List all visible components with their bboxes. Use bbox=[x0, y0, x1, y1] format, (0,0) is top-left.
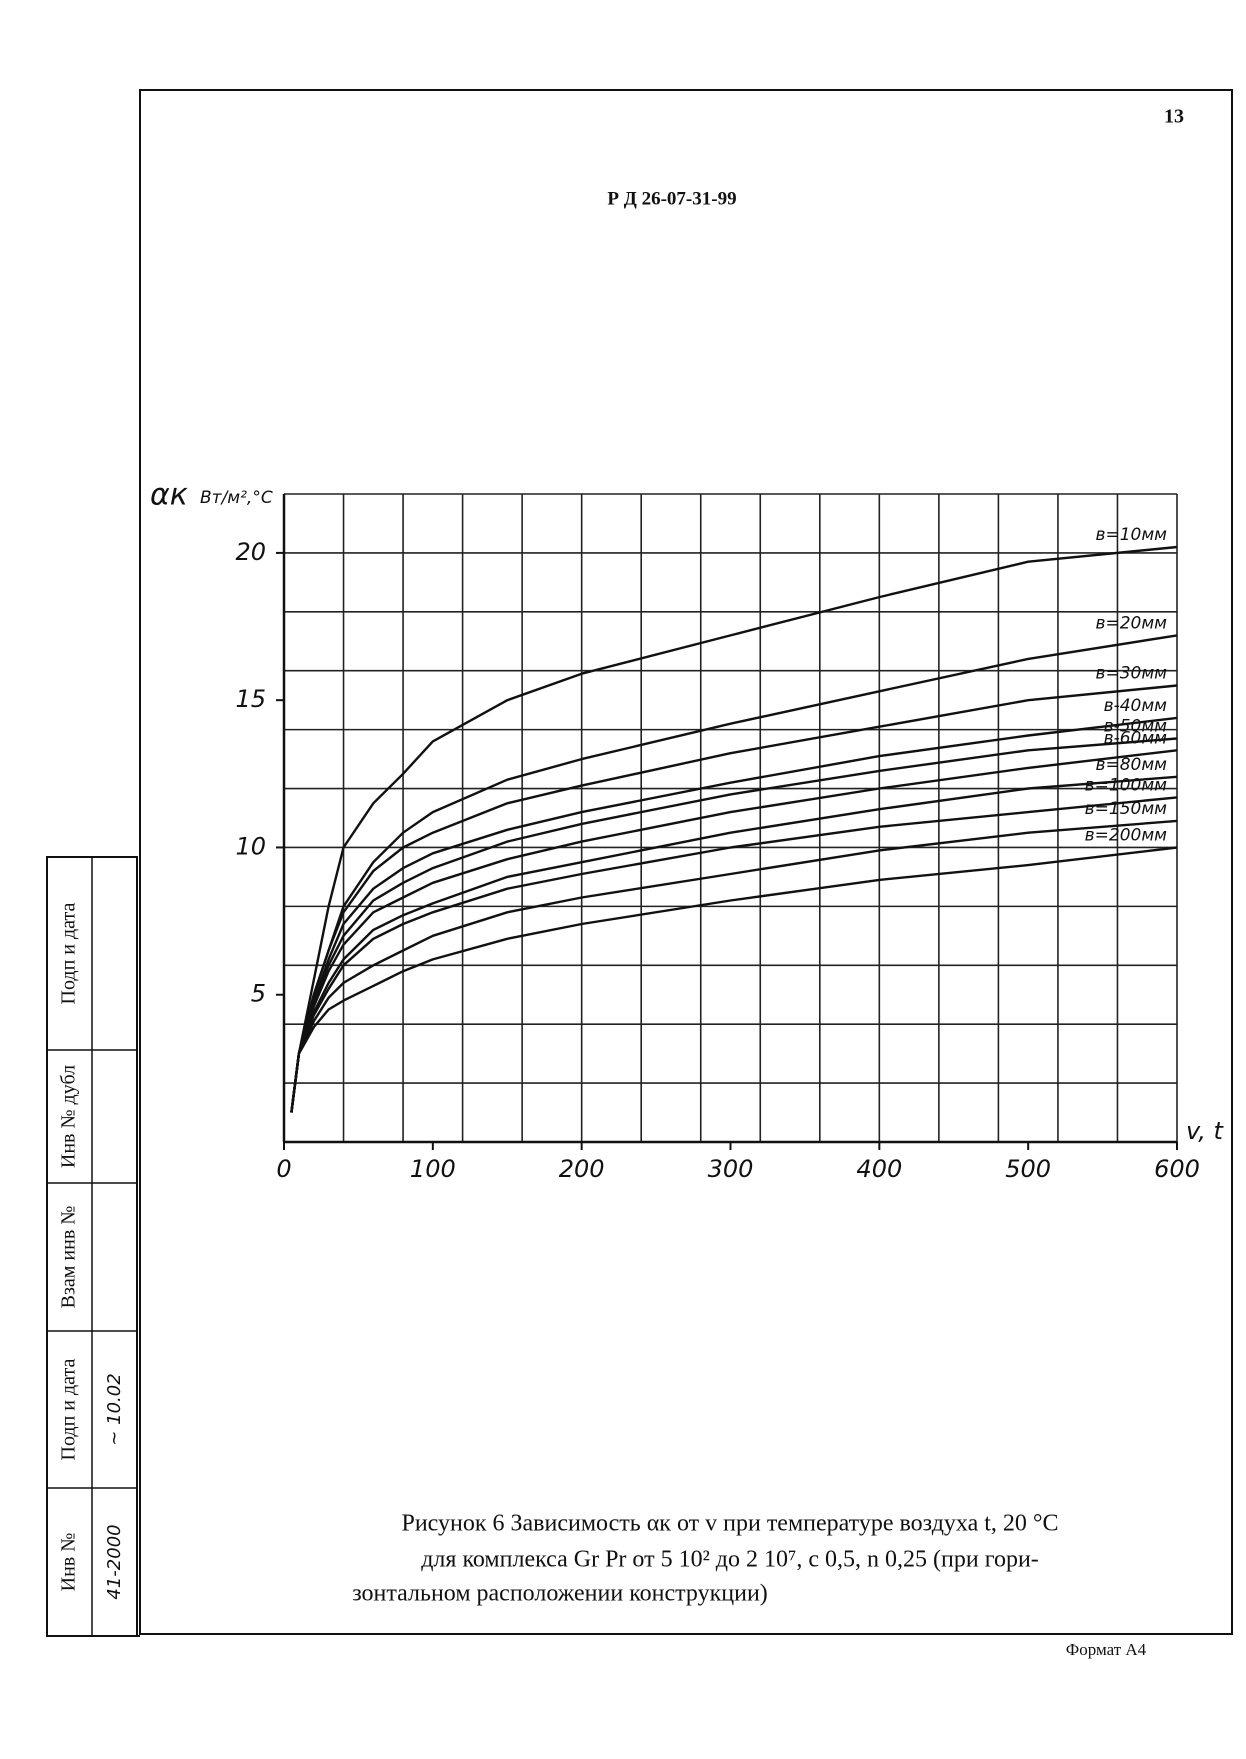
curve bbox=[290, 716, 1178, 1113]
stamp-label: Инв № дубл bbox=[58, 1065, 80, 1168]
x-tick-label: 100 bbox=[410, 1155, 456, 1183]
curve bbox=[290, 819, 1178, 1113]
x-tick-label: 0 bbox=[276, 1155, 291, 1183]
y-tick-label: 15 bbox=[235, 685, 266, 713]
series-label: в-40мм bbox=[1104, 696, 1168, 716]
x-tick-label: 200 bbox=[559, 1155, 605, 1183]
y-tick-label: 20 bbox=[235, 538, 266, 566]
y-axis-label: αк bbox=[150, 478, 188, 513]
curve bbox=[290, 684, 1178, 1113]
curve bbox=[290, 749, 1178, 1113]
curve bbox=[290, 737, 1178, 1113]
stamp-label: Взам инв № bbox=[58, 1206, 80, 1309]
x-tick-label: 300 bbox=[708, 1155, 754, 1183]
x-tick-label: 400 bbox=[856, 1155, 902, 1183]
curve bbox=[290, 796, 1178, 1113]
series-label: в=150мм bbox=[1085, 799, 1168, 819]
caption-line: зонтальном расположении конструкции) bbox=[352, 1581, 768, 1607]
x-tick-label: 600 bbox=[1154, 1155, 1200, 1183]
doc-code: Р Д 26-07-31-99 bbox=[607, 188, 736, 209]
format-label: Формат А4 bbox=[1066, 1640, 1147, 1659]
series-label: в-50мм bbox=[1104, 716, 1168, 736]
stamp-label: Подп и дата bbox=[58, 1358, 80, 1460]
stamp-value: 41-2000 bbox=[104, 1524, 125, 1599]
series-label: в-60мм bbox=[1104, 728, 1168, 748]
y-tick-label: 5 bbox=[251, 980, 266, 1008]
x-tick-label: 500 bbox=[1005, 1155, 1051, 1183]
stamp-label: Подп и дата bbox=[58, 902, 80, 1004]
curve bbox=[290, 775, 1178, 1113]
caption-line: Рисунок 6 Зависимость αк от v при темпер… bbox=[401, 1511, 1058, 1537]
stamp: Подп и дата Инв № дубл Взам инв № Подп и да… bbox=[46, 856, 138, 1637]
series-label: в=80мм bbox=[1095, 755, 1167, 775]
y-axis-unit: Вт/м²,°С bbox=[200, 488, 273, 508]
stamp-value: ~ 10.02 bbox=[104, 1373, 125, 1445]
y-tick-label: 10 bbox=[235, 832, 266, 860]
page-frame bbox=[139, 89, 1233, 1635]
page-number: 13 bbox=[1164, 106, 1184, 128]
stamp-label: Инв № bbox=[58, 1533, 80, 1592]
curve bbox=[290, 545, 1178, 1113]
caption-line: для комплекса Gr Pr от 5 10² до 2 10⁷, c… bbox=[421, 1547, 1039, 1573]
series-label: в=200мм bbox=[1085, 825, 1168, 845]
series-label: в=30мм bbox=[1095, 663, 1167, 683]
series-label: в=20мм bbox=[1095, 613, 1167, 633]
x-axis-label: v, t bbox=[1186, 1117, 1225, 1145]
series-label: в=100мм bbox=[1085, 775, 1168, 795]
curve bbox=[290, 846, 1178, 1113]
series-label: в=10мм bbox=[1095, 525, 1167, 545]
